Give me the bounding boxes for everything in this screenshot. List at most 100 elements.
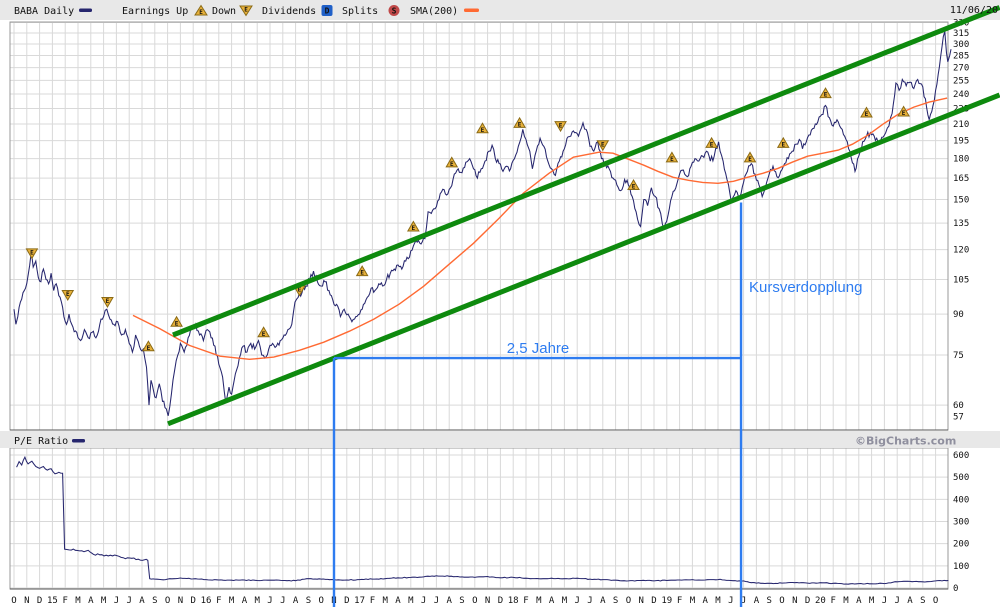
svg-text:E: E [244, 7, 248, 14]
x-tick-label: J [741, 596, 746, 606]
x-tick-label: M [75, 596, 81, 606]
earnings-up-marker: E [665, 151, 679, 163]
x-tick-label: J [574, 596, 579, 606]
x-tick-label: D [805, 596, 810, 606]
x-tick-label: 17 [354, 596, 365, 606]
svg-text:S: S [392, 7, 397, 16]
chart-date: 11/06/20 [950, 5, 998, 16]
svg-text:E: E [175, 320, 179, 327]
y-tick-label: 200 [953, 540, 969, 550]
earnings-down-icon: E [239, 5, 253, 17]
earnings-up-marker: E [513, 116, 526, 129]
svg-text:E: E [748, 156, 752, 163]
y-tick-label: 165 [953, 174, 969, 184]
earnings-down-marker: E [554, 121, 567, 133]
y-tick-label: 195 [953, 137, 969, 147]
x-tick-label: A [907, 596, 913, 606]
x-tick-label: A [702, 596, 708, 606]
x-tick-label: A [139, 596, 145, 606]
svg-text:E: E [30, 250, 34, 257]
x-tick-label: J [267, 596, 272, 606]
svg-text:E: E [106, 298, 110, 305]
bigcharts-watermark: ©BigCharts.com [855, 435, 956, 448]
x-tick-label: M [229, 596, 235, 606]
x-tick-label: S [306, 596, 311, 606]
x-tick-label: O [472, 596, 477, 606]
x-tick-label: O [11, 596, 16, 606]
y-tick-label: 75 [953, 351, 964, 361]
x-tick-label: 18 [508, 596, 519, 606]
x-tick-label: N [638, 596, 643, 606]
earnings-up-marker: E [406, 220, 420, 232]
svg-text:E: E [412, 225, 416, 232]
x-tick-label: 20 [815, 596, 826, 606]
x-tick-label: A [600, 596, 606, 606]
y-tick-label: 300 [953, 518, 969, 528]
sma-line-swatch-icon [464, 8, 479, 12]
svg-text:E: E [199, 9, 203, 16]
svg-text:E: E [824, 92, 828, 99]
x-tick-label: N [178, 596, 183, 606]
x-tick-label: J [421, 596, 426, 606]
trend-channel-layer [167, 5, 1000, 427]
pe-band [0, 431, 1000, 448]
x-tick-label: J [280, 596, 285, 606]
x-tick-label: A [754, 596, 760, 606]
x-tick-label: A [549, 596, 555, 606]
doubling-label: Kursverdopplung [749, 279, 862, 296]
earnings-up-marker: E [897, 105, 910, 117]
x-tick-label: 19 [661, 596, 672, 606]
y-tick-label: 0 [953, 584, 958, 594]
svg-text:E: E [865, 111, 869, 118]
earnings-up-icon: E [194, 4, 208, 16]
x-tick-label: S [920, 596, 925, 606]
x-tick-label: A [293, 596, 299, 606]
x-tick-label: J [126, 596, 131, 606]
y-tick-label: 600 [953, 451, 969, 461]
svg-text:E: E [450, 161, 454, 168]
x-tick-label: M [562, 596, 568, 606]
x-tick-label: N [24, 596, 29, 606]
x-tick-label: O [779, 596, 784, 606]
legend-sma-label: SMA(200) [410, 6, 458, 17]
y-tick-label: 210 [953, 120, 969, 130]
y-tick-label: 90 [953, 310, 964, 320]
x-tick-label: F [523, 596, 528, 606]
y-tick-label: 150 [953, 195, 969, 205]
earnings-down-marker: E [101, 296, 114, 308]
x-tick-label: M [382, 596, 388, 606]
y-tick-label: 400 [953, 495, 969, 505]
x-tick-label: D [651, 596, 656, 606]
svg-text:E: E [298, 287, 302, 294]
x-tick-label: S [459, 596, 464, 606]
y-tick-label: 270 [953, 64, 969, 74]
header-bar [0, 0, 1000, 20]
x-tick-label: F [830, 596, 835, 606]
svg-text:E: E [670, 156, 674, 163]
earnings-up-marker: E [445, 156, 459, 168]
measure-layer [332, 202, 743, 607]
svg-text:E: E [66, 291, 70, 298]
earnings-up-marker: E [627, 179, 640, 191]
x-tick-label: A [395, 596, 401, 606]
earnings-down-marker: E [596, 140, 610, 152]
x-tick-label: M [869, 596, 875, 606]
x-tick-label: O [165, 596, 170, 606]
svg-text:D: D [325, 7, 330, 16]
x-tick-label: S [766, 596, 771, 606]
x-tick-label: M [843, 596, 849, 606]
earnings-up-marker: E [860, 106, 873, 118]
x-tick-label: A [242, 596, 248, 606]
x-tick-label: F [216, 596, 221, 606]
x-tick-label: N [485, 596, 490, 606]
x-tick-label: A [88, 596, 94, 606]
x-tick-label: J [882, 596, 887, 606]
x-tick-label: D [344, 596, 349, 606]
x-tick-label: M [408, 596, 414, 606]
legend-earnings-up-label: Earnings Up [122, 6, 188, 17]
x-tick-label: A [446, 596, 452, 606]
price-line-swatch-icon [79, 8, 92, 12]
y-tick-label: 180 [953, 155, 969, 165]
